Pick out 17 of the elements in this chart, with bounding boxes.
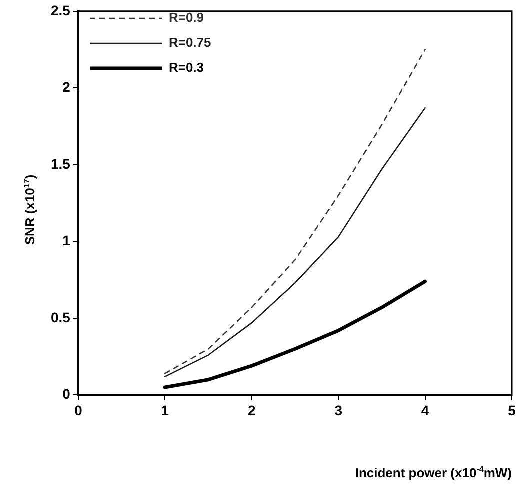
y-tick-label: 2: [62, 79, 71, 96]
y-tick-label: 1.5: [50, 156, 71, 172]
y-tick-label: 0.5: [50, 309, 71, 326]
text: R=0.75: [168, 35, 212, 50]
x-axis-title: Incident power (x10$^{-4}$mW): [355, 465, 512, 480]
y-tick-label: 0: [62, 386, 71, 402]
x-tick-label: 4: [421, 402, 430, 418]
text: R=0.3: [168, 60, 204, 76]
x-tick-label: 5: [508, 402, 516, 418]
text: R=0.9: [168, 10, 204, 26]
y-tick-label: 1: [62, 232, 71, 249]
x-tick-label: 0: [74, 402, 83, 418]
x-tick-label: 3: [334, 402, 343, 418]
y-tick-label: 2.5: [50, 2, 71, 18]
x-tick-label: 2: [248, 402, 256, 418]
x-tick-label: 1: [161, 402, 170, 418]
line-series: [164, 49, 426, 374]
